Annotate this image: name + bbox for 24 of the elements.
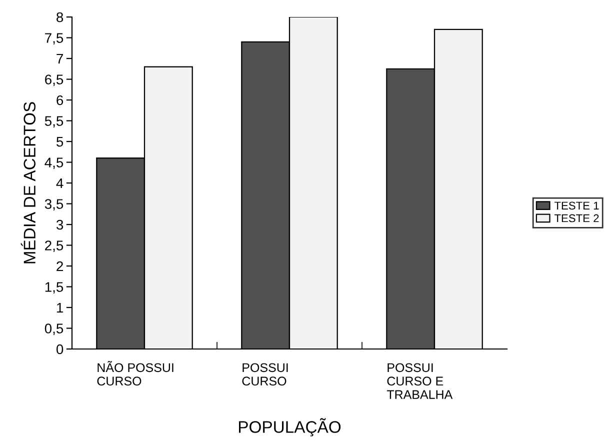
y-tick-label: 2,5: [45, 240, 64, 252]
y-tick-label: 4: [56, 178, 64, 188]
y-tick-label: 5,5: [44, 116, 64, 128]
y-tick-label: 2: [56, 261, 63, 272]
y-tick-label: 3,5: [44, 199, 64, 211]
y-tick-label: 8: [56, 12, 64, 22]
y-tick-label: 5: [56, 136, 64, 147]
y-tick-label: 6,5: [45, 74, 64, 86]
y-tick-label: 6: [56, 95, 64, 106]
y-tick-label: 7: [56, 54, 63, 64]
y-tick-label: 7,5: [45, 33, 64, 45]
x-tick-label: POSSUI CURSO E TRABALHA: [386, 363, 453, 399]
y-tick-label: 0,5: [44, 324, 64, 336]
x-tick-label: POSSUI CURSO: [242, 363, 288, 386]
y-tick-label: 3: [56, 220, 64, 230]
y-tick-label: 0: [56, 344, 64, 354]
legend-label: TESTE 1: [554, 202, 599, 210]
x-axis-title: POPULAÇÃO: [239, 418, 341, 436]
y-tick-label: 1: [57, 302, 63, 313]
y-tick-label: 4,5: [44, 158, 64, 170]
y-tick-label: 1,5: [45, 282, 64, 294]
y-axis-title: MÉDIA DE ACERTOS: [20, 102, 36, 264]
legend-label: TESTE 2: [554, 214, 599, 222]
x-tick-label: NÃO POSSUI CURSO: [97, 360, 174, 386]
